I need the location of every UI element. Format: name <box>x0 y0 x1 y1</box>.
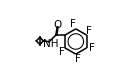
Text: NH: NH <box>43 39 58 49</box>
Text: F: F <box>89 43 95 53</box>
Text: F: F <box>75 54 81 63</box>
Text: F: F <box>59 47 65 57</box>
Text: O: O <box>54 20 62 30</box>
Text: F: F <box>86 26 92 36</box>
Text: F: F <box>70 20 76 29</box>
